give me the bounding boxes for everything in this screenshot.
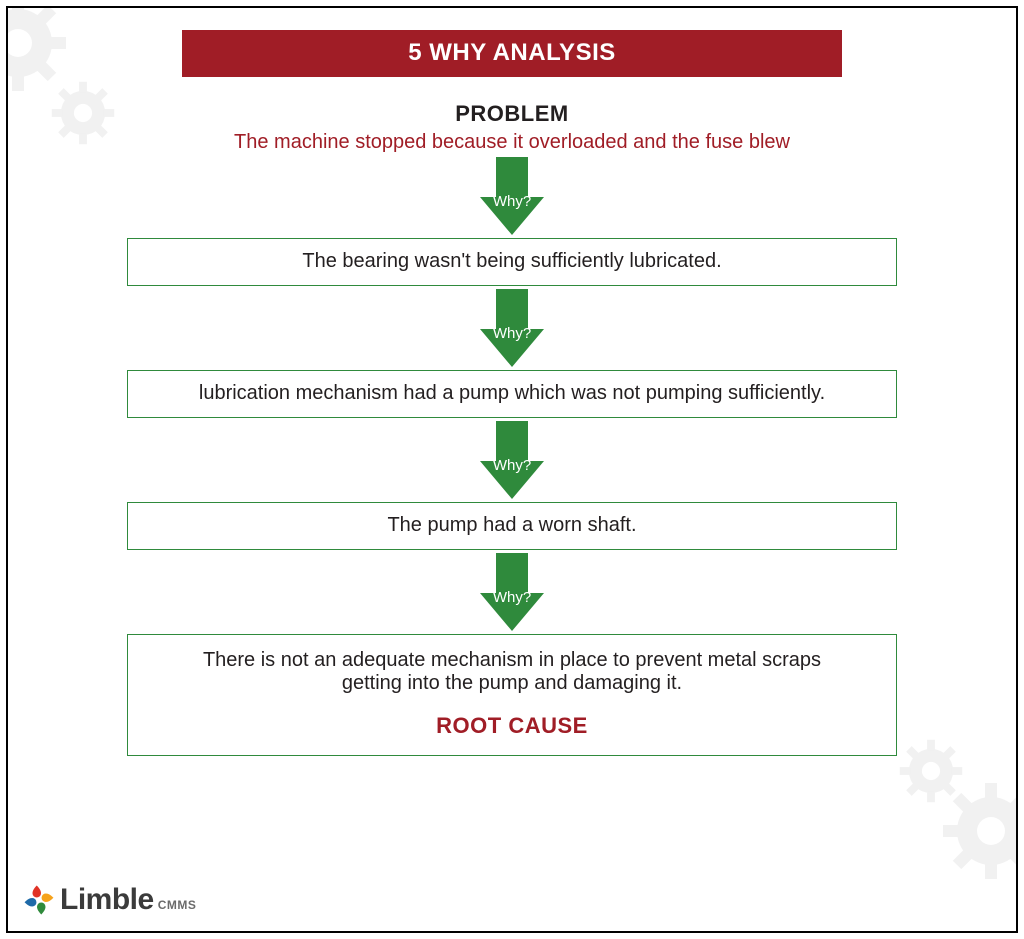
brand-logo: Limble CMMS [24, 883, 196, 917]
why-arrow: Why? [480, 552, 544, 632]
why-label: Why? [480, 193, 544, 210]
root-cause-label: ROOT CAUSE [188, 713, 836, 739]
diagram-frame: 5 WHY ANALYSIS PROBLEM The machine stopp… [6, 6, 1018, 933]
limble-mark-icon [24, 885, 54, 915]
brand-suffix: CMMS [158, 898, 197, 917]
why-arrow: Why? [480, 156, 544, 236]
why-label: Why? [480, 325, 544, 342]
brand-word: Limble [60, 883, 154, 917]
problem-heading: PROBLEM [234, 101, 790, 127]
problem-block: PROBLEM The machine stopped because it o… [234, 101, 790, 154]
root-cause-text: There is not an adequate mechanism in pl… [188, 649, 836, 695]
step-box-1: The bearing wasn't being sufficiently lu… [127, 238, 897, 286]
problem-statement: The machine stopped because it overloade… [234, 131, 790, 154]
why-label: Why? [480, 457, 544, 474]
why-label: Why? [480, 589, 544, 606]
step-box-4-root-cause: There is not an adequate mechanism in pl… [127, 634, 897, 756]
step-box-3: The pump had a worn shaft. [127, 502, 897, 550]
why-arrow: Why? [480, 288, 544, 368]
step-box-2: lubrication mechanism had a pump which w… [127, 370, 897, 418]
flow-content: 5 WHY ANALYSIS PROBLEM The machine stopp… [8, 8, 1016, 756]
why-arrow: Why? [480, 420, 544, 500]
title-banner: 5 WHY ANALYSIS [182, 30, 842, 77]
